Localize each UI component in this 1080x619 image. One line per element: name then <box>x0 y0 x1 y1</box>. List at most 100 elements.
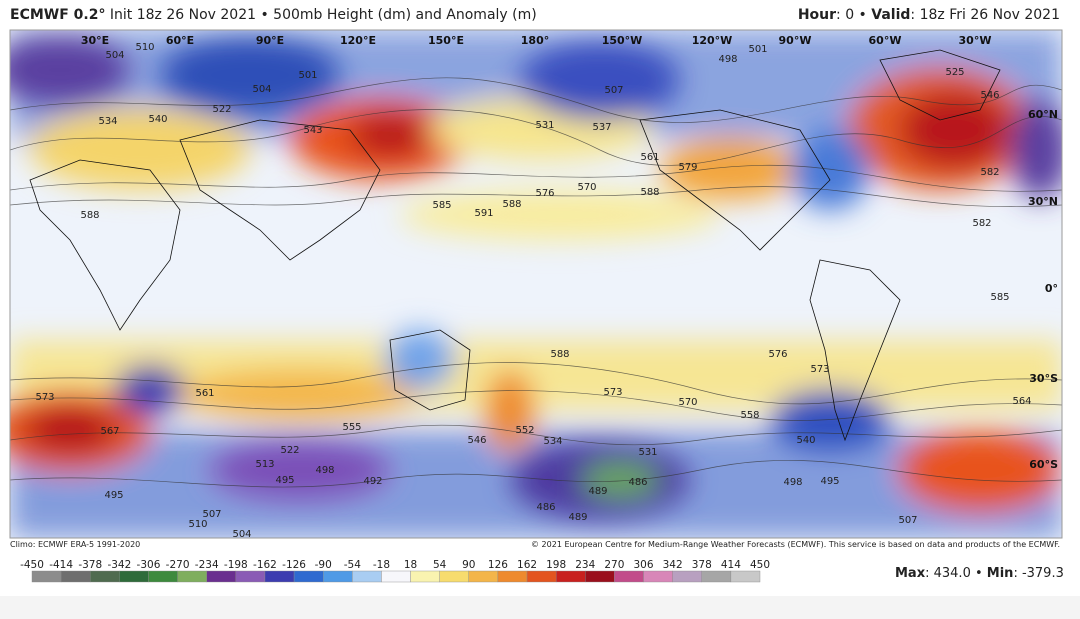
model: ECMWF 0.2° <box>10 7 106 23</box>
hour-label: Hour <box>797 7 837 23</box>
longitude-label: 30°W <box>959 34 992 47</box>
contour-label: 531 <box>535 120 554 131</box>
contour-label: 534 <box>543 436 562 447</box>
colorbar-tick-label: 18 <box>404 559 417 571</box>
longitude-label: 180° <box>521 34 549 47</box>
contour-label: 588 <box>640 187 659 198</box>
colorbar-tick-label: -54 <box>344 559 361 571</box>
contour-label: 507 <box>604 85 623 96</box>
max-min: Max: 434.0 • Min: -379.3 <box>895 566 1064 581</box>
contour-label: 501 <box>748 44 767 55</box>
colorbar-tick-label: 414 <box>721 559 741 571</box>
colorbar-tick-label: -414 <box>49 559 73 571</box>
colorbar-segment <box>90 570 120 583</box>
colorbar-tick-label: -18 <box>373 559 390 571</box>
contours <box>10 77 1062 488</box>
latitude-label: 0° <box>1045 282 1058 295</box>
colorbar-segment <box>526 570 557 583</box>
colorbar-tick-label: -126 <box>282 559 306 571</box>
contour-label: 573 <box>603 387 622 398</box>
contour-label: 498 <box>315 465 334 476</box>
map: 30°E 60°E 90°E 120°E 150°E 180° 150°W 120°W 90°W… <box>9 29 1063 583</box>
contour-label: 558 <box>740 410 759 421</box>
colorbar-segment <box>555 570 586 583</box>
anomaly-field: 30°E 60°E 90°E 120°E 150°E 180° 150°W 120°W 90°W… <box>10 30 1062 538</box>
map-frame <box>9 29 1063 539</box>
latitude-label: 60°N <box>1028 108 1058 121</box>
contour-label: 564 <box>1012 396 1031 407</box>
colorbar-tick-label: 378 <box>692 559 712 571</box>
climo: Climo: ECMWF ERA-5 1991-2020 <box>10 540 141 549</box>
min-value: : -379.3 <box>1013 566 1064 581</box>
contour-label: 489 <box>568 512 587 523</box>
map-labels: 30°E 60°E 90°E 120°E 150°E 180° 150°W 120°W 90°W… <box>35 34 1058 538</box>
valid-value: : 18z Fri 26 Nov 2021 <box>910 7 1060 23</box>
colorbar-segment <box>730 570 761 583</box>
contour-label: 588 <box>80 210 99 221</box>
contour-label: 492 <box>363 476 382 487</box>
min-label: Min <box>986 566 1014 581</box>
contour-label: 540 <box>796 435 815 446</box>
colorbar-tick-label: -198 <box>224 559 248 571</box>
bottom-bar <box>0 596 1080 619</box>
contour-label: 537 <box>592 122 611 133</box>
contour-label: 552 <box>515 425 534 436</box>
colorbar-segment <box>439 570 469 583</box>
colorbar-segment <box>60 570 91 583</box>
colorbar-segment <box>381 570 411 583</box>
contour-label: 543 <box>303 125 322 136</box>
max-value: : 434.0 • <box>925 566 983 581</box>
contour-label: 561 <box>640 152 659 163</box>
contour-label: 582 <box>980 167 999 178</box>
colorbar-tick-label: 450 <box>750 559 770 571</box>
colorbar-tick-label: 54 <box>433 559 447 571</box>
contour-label: 555 <box>342 422 361 433</box>
colorbar-segment <box>701 570 732 583</box>
contour-label: 522 <box>280 445 299 456</box>
contour-label: 570 <box>678 397 697 408</box>
colorbar-segment <box>264 570 295 583</box>
contour-label: 546 <box>980 90 999 101</box>
colorbar-segment <box>235 570 266 583</box>
colorbar-tick-label: -234 <box>195 559 219 571</box>
contour-label: 486 <box>628 477 647 488</box>
contour-label: 561 <box>195 388 214 399</box>
contour-label: 486 <box>536 502 555 513</box>
max-label: Max <box>895 566 926 581</box>
contour-label: 573 <box>35 392 54 403</box>
contour-label: 504 <box>105 50 124 61</box>
colorbar-segment <box>643 570 673 583</box>
contour-label: 585 <box>432 200 451 211</box>
contour-label: 567 <box>100 426 119 437</box>
colorbar-tick-label: -378 <box>78 559 102 571</box>
contour-label: 591 <box>474 208 493 219</box>
colorbar-segment <box>468 570 499 583</box>
longitude-label: 60°E <box>166 34 194 47</box>
colorbar-segment <box>497 570 528 583</box>
contour-label: 546 <box>467 435 486 446</box>
contour-label: 501 <box>298 70 317 81</box>
contour-label: 531 <box>638 447 657 458</box>
colorbar-tick-label: -90 <box>315 559 332 571</box>
colorbar-segment <box>410 570 440 583</box>
contour-label: 495 <box>275 475 294 486</box>
colorbar-segment <box>614 570 644 583</box>
contour-label: 504 <box>252 84 271 95</box>
longitude-label: 90°E <box>256 34 284 47</box>
contour-label: 498 <box>718 54 737 65</box>
colorbar-tick-label: 198 <box>546 559 566 571</box>
contour-label: 582 <box>972 218 991 229</box>
colorbar-tick-label: 306 <box>633 559 653 571</box>
latitude-label: 30°S <box>1029 372 1058 385</box>
contour-label: 498 <box>783 477 802 488</box>
colorbar-segment <box>31 570 62 583</box>
colorbar-tick-label: -342 <box>107 559 131 571</box>
longitude-label: 120°W <box>692 34 733 47</box>
colorbar-tick-label: 234 <box>575 559 595 571</box>
contour-label: 585 <box>990 292 1009 303</box>
longitude-label: 60°W <box>869 34 902 47</box>
contour-label: 588 <box>502 199 521 210</box>
colorbar-segment <box>323 570 353 583</box>
colorbar-tick-label: 90 <box>462 559 475 571</box>
